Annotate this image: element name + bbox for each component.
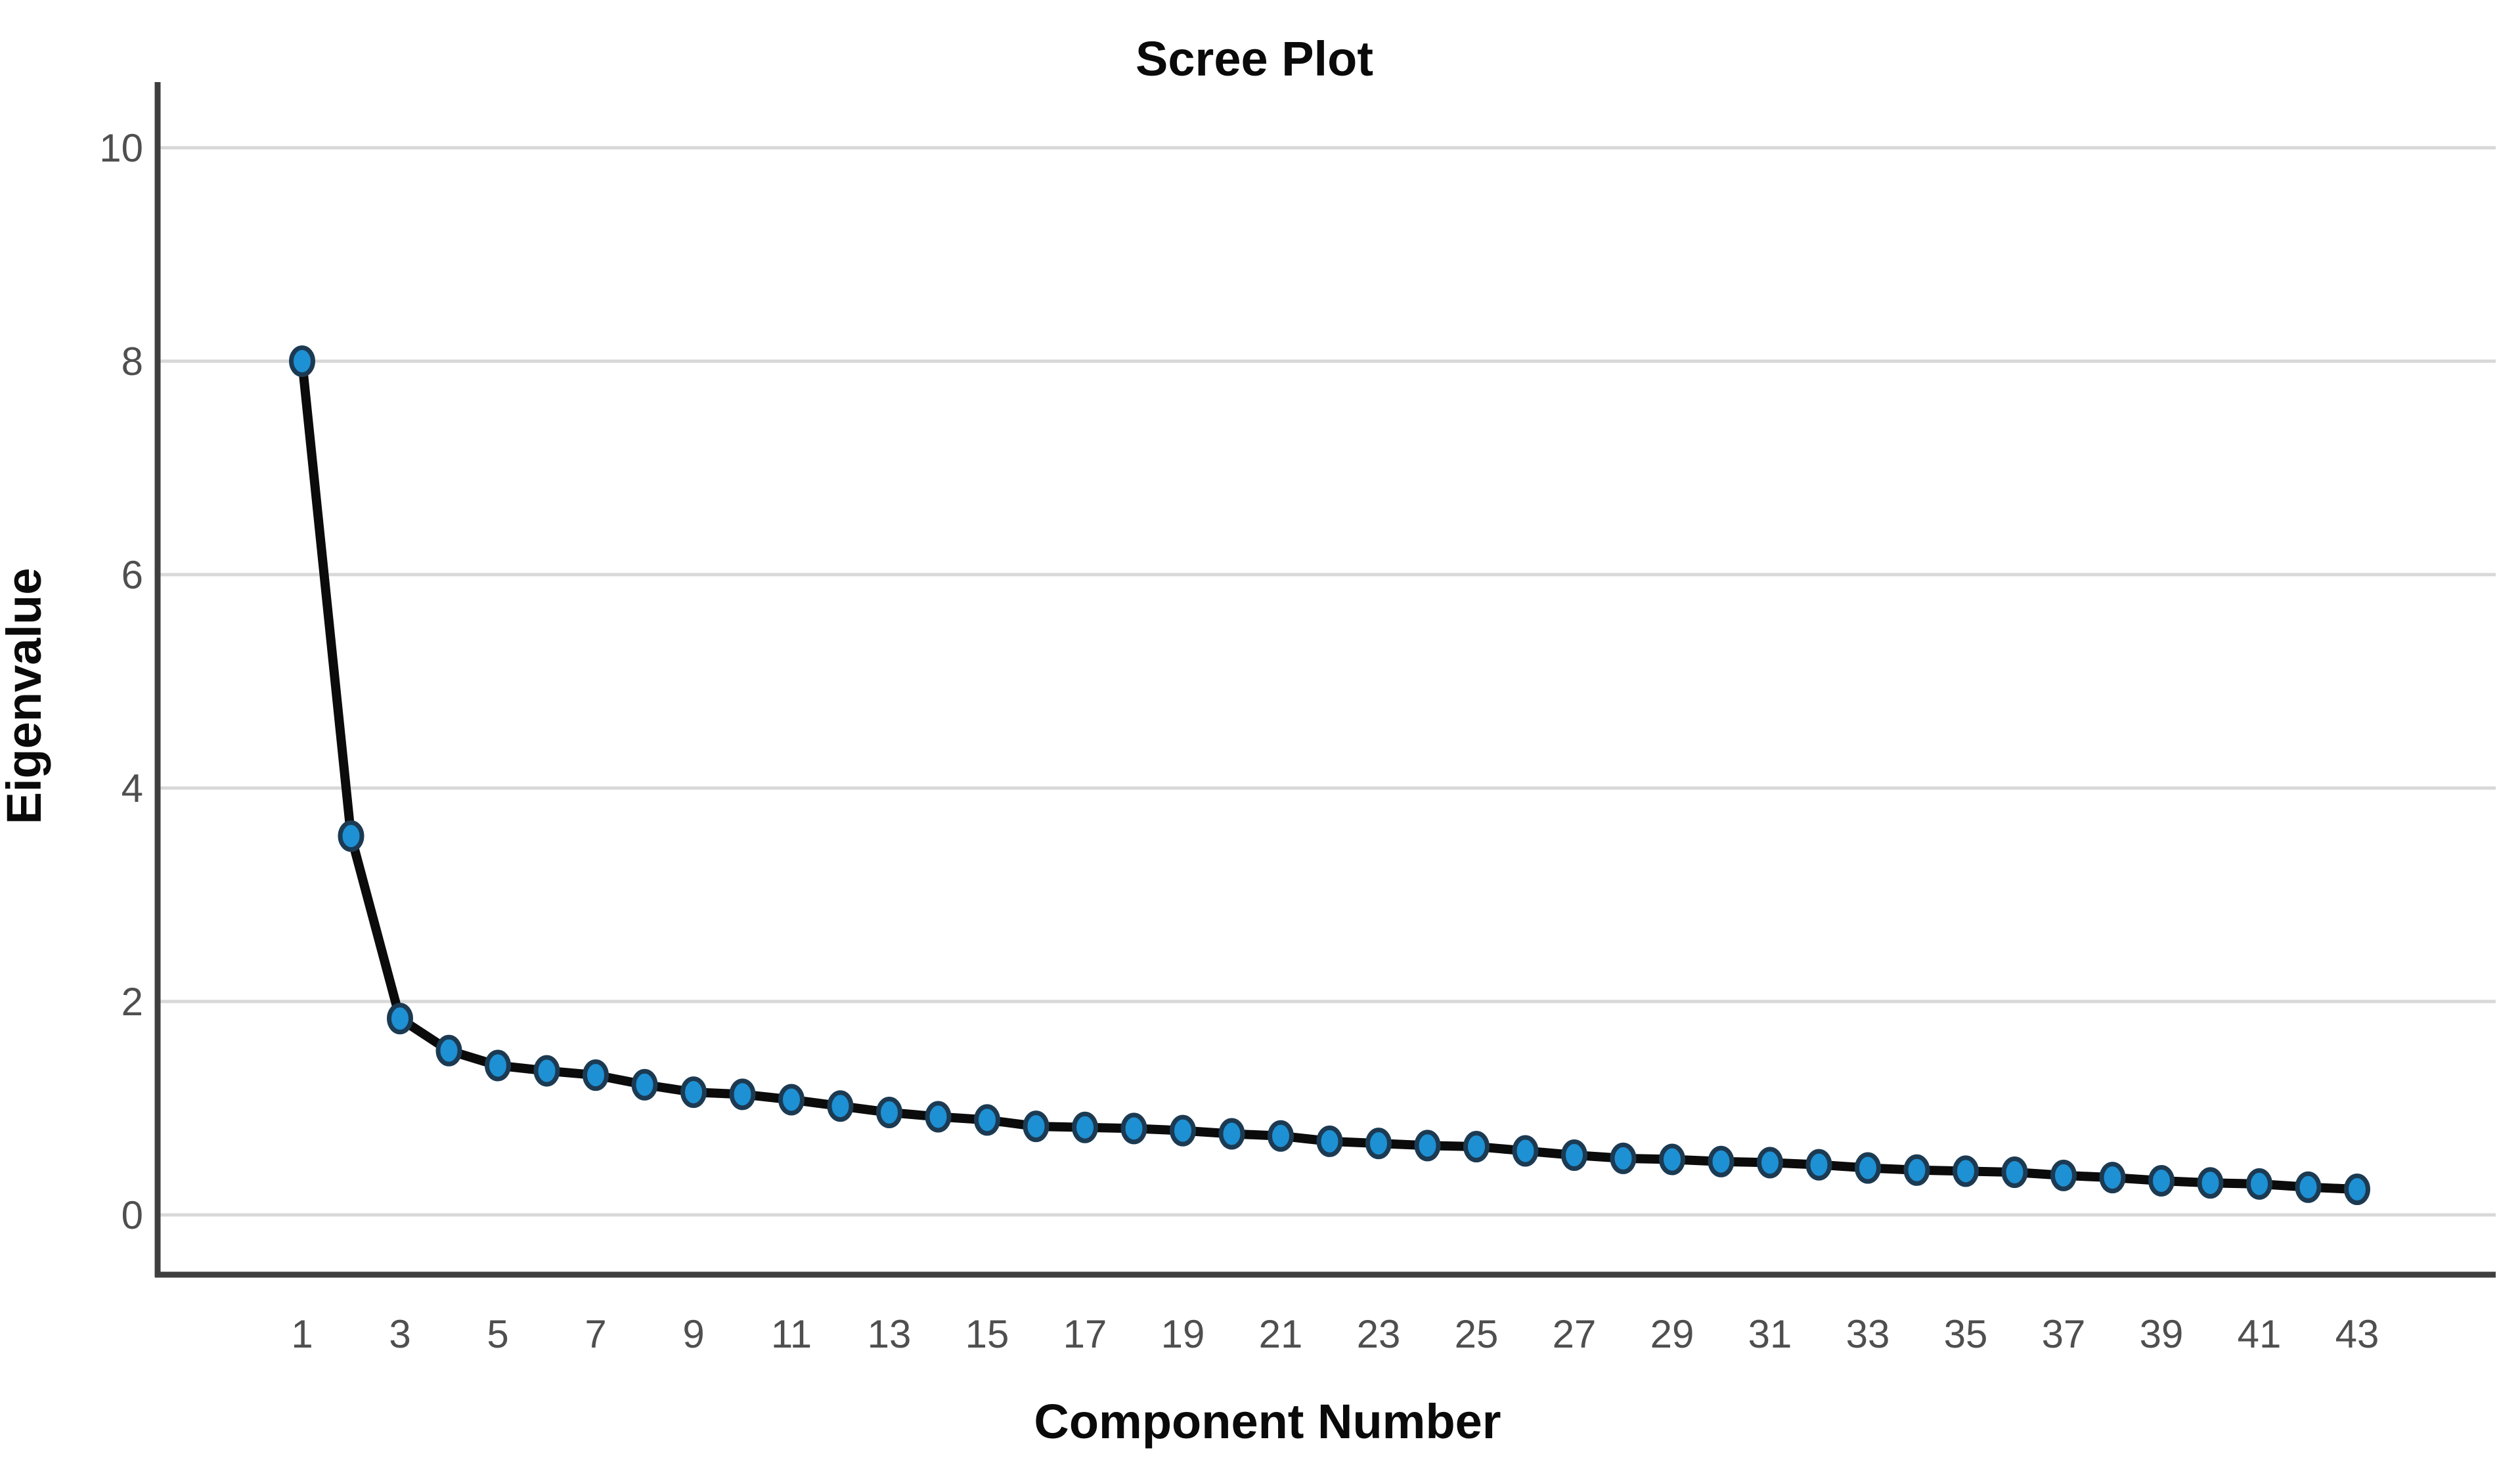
x-tick-label: 15 bbox=[965, 1312, 1009, 1356]
data-point bbox=[1610, 1142, 1637, 1174]
data-point bbox=[1414, 1130, 1441, 1162]
data-point bbox=[1805, 1149, 1832, 1181]
data-point bbox=[583, 1059, 609, 1091]
data-point bbox=[2344, 1174, 2370, 1205]
data-point bbox=[1072, 1111, 1098, 1143]
data-point bbox=[1365, 1128, 1392, 1160]
data-point bbox=[631, 1068, 658, 1101]
x-tick-label: 19 bbox=[1161, 1312, 1205, 1356]
x-tick-label: 25 bbox=[1455, 1312, 1499, 1356]
data-point bbox=[729, 1078, 756, 1110]
x-tick-label: 17 bbox=[1063, 1312, 1107, 1356]
series-layer bbox=[289, 345, 2370, 1205]
data-point bbox=[338, 820, 365, 852]
data-point bbox=[485, 1049, 511, 1082]
data-point bbox=[2148, 1165, 2175, 1197]
data-point bbox=[1463, 1131, 1490, 1162]
data-point bbox=[2050, 1159, 2077, 1191]
data-point bbox=[1512, 1135, 1539, 1167]
x-tick-label: 39 bbox=[2140, 1312, 2184, 1356]
x-tick-label: 13 bbox=[868, 1312, 912, 1356]
data-point bbox=[1218, 1118, 1245, 1150]
data-point bbox=[680, 1076, 707, 1109]
data-point bbox=[1561, 1139, 1587, 1171]
x-tick-label: 43 bbox=[2335, 1312, 2379, 1356]
x-axis-title: Component Number bbox=[1034, 1394, 1501, 1449]
data-point bbox=[1708, 1145, 1735, 1177]
data-point bbox=[1953, 1155, 1979, 1187]
x-tick-label: 27 bbox=[1553, 1312, 1597, 1356]
x-tick-label: 33 bbox=[1846, 1312, 1890, 1356]
data-point bbox=[435, 1034, 462, 1066]
y-tick-label: 0 bbox=[122, 1193, 143, 1237]
data-point bbox=[2099, 1162, 2126, 1194]
x-tick-label: 5 bbox=[487, 1312, 508, 1356]
data-point bbox=[2295, 1171, 2322, 1203]
x-tick-label: 29 bbox=[1650, 1312, 1694, 1356]
data-point bbox=[827, 1090, 854, 1122]
data-point bbox=[1659, 1143, 1685, 1176]
data-point bbox=[289, 345, 315, 377]
chart-title: Scree Plot bbox=[1136, 32, 1373, 86]
data-point bbox=[778, 1084, 805, 1116]
data-point bbox=[876, 1097, 902, 1128]
data-point bbox=[1757, 1147, 1783, 1179]
x-tick-label: 3 bbox=[389, 1312, 410, 1356]
x-tick-label: 37 bbox=[2042, 1312, 2086, 1356]
data-point bbox=[1316, 1125, 1343, 1157]
x-tick-label: 35 bbox=[1944, 1312, 1988, 1356]
data-point bbox=[387, 1003, 413, 1034]
data-point bbox=[1170, 1114, 1196, 1147]
y-tick-label: 8 bbox=[122, 340, 143, 384]
x-tick-label: 9 bbox=[682, 1312, 704, 1356]
x-tick-label: 11 bbox=[771, 1312, 812, 1356]
y-tick-label: 10 bbox=[99, 126, 143, 170]
data-point bbox=[1268, 1120, 1294, 1152]
data-point bbox=[2246, 1168, 2272, 1200]
gridline-layer bbox=[160, 146, 2496, 1217]
x-tick-label: 7 bbox=[585, 1312, 606, 1356]
data-point bbox=[974, 1104, 1000, 1136]
data-point bbox=[2001, 1156, 2028, 1188]
x-tick-label: 23 bbox=[1357, 1312, 1401, 1356]
axis-layer bbox=[154, 82, 2496, 1278]
y-tick-label: 6 bbox=[122, 553, 143, 597]
data-point bbox=[1855, 1152, 1881, 1184]
data-point bbox=[925, 1101, 952, 1133]
y-axis-title: Eigenvalue bbox=[0, 568, 51, 825]
x-tick-label: 1 bbox=[291, 1312, 313, 1356]
data-point bbox=[1023, 1110, 1050, 1143]
x-tick-label: 31 bbox=[1748, 1312, 1792, 1356]
y-tick-label: 2 bbox=[122, 980, 143, 1024]
data-point bbox=[1903, 1154, 1930, 1186]
series-line bbox=[298, 357, 2362, 1194]
data-point bbox=[533, 1055, 560, 1087]
data-point bbox=[2197, 1167, 2224, 1199]
x-tick-label: 41 bbox=[2238, 1312, 2282, 1356]
data-point bbox=[1120, 1112, 1147, 1145]
x-tick-label: 21 bbox=[1259, 1312, 1303, 1356]
y-tick-label: 4 bbox=[122, 766, 143, 810]
